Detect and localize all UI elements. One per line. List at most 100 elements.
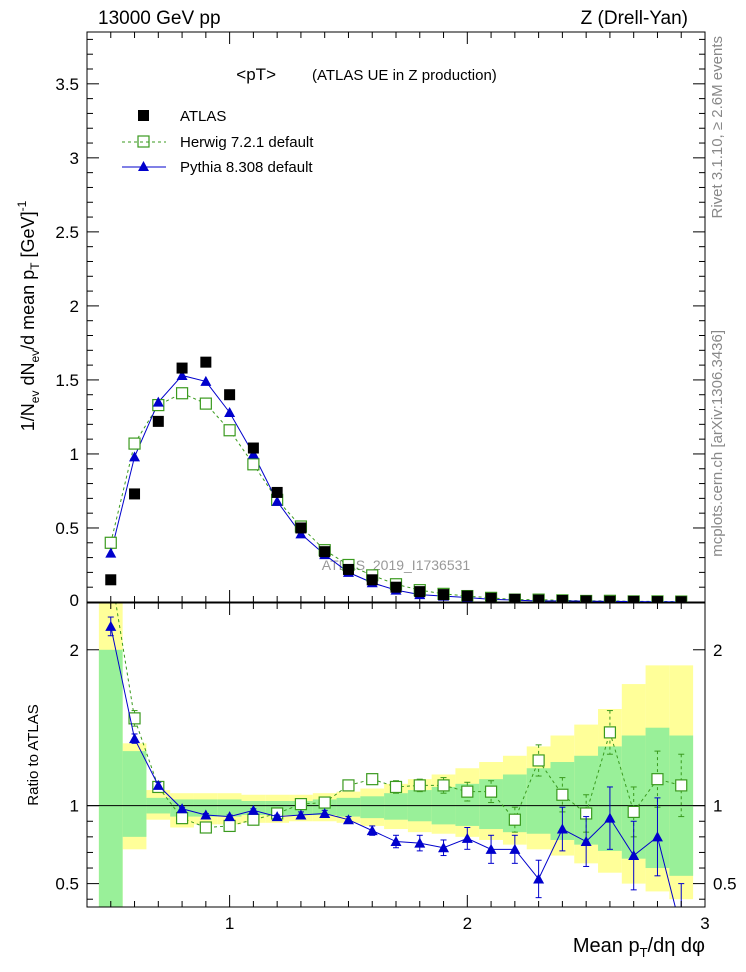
legend-label-herwig: Herwig 7.2.1 default bbox=[180, 134, 314, 151]
main-point-atlas bbox=[556, 595, 568, 602]
main-point-herwig bbox=[104, 536, 117, 549]
ratio-point-pythia bbox=[390, 836, 402, 847]
legend-label-pythia: Pythia 8.308 default bbox=[180, 159, 313, 176]
ratio-point-pythia bbox=[247, 804, 259, 815]
main-point-atlas bbox=[176, 362, 188, 374]
main-point-atlas bbox=[152, 415, 164, 427]
x-tick-label: 2 bbox=[463, 914, 472, 933]
main-point-atlas bbox=[342, 563, 354, 575]
main-point-pythia bbox=[224, 406, 236, 417]
band-green bbox=[217, 799, 242, 817]
main-point-herwig bbox=[175, 387, 189, 400]
ratio-point-herwig bbox=[627, 805, 640, 819]
ratio-point-herwig bbox=[389, 780, 403, 794]
ratio-y-tick-label-right: 2 bbox=[713, 641, 722, 660]
main-point-atlas bbox=[651, 596, 663, 602]
ratio-point-herwig bbox=[128, 712, 141, 725]
ratio-point-pythia bbox=[651, 831, 663, 842]
main-y-tick-label: 2 bbox=[70, 297, 79, 316]
ratio-point-pythia bbox=[271, 811, 283, 822]
main-series-group bbox=[104, 356, 688, 602]
main-point-atlas bbox=[271, 486, 283, 498]
ratio-point-pythia bbox=[342, 814, 354, 825]
main-point-atlas bbox=[129, 488, 141, 500]
main-point-herwig bbox=[199, 397, 212, 410]
main-point-atlas bbox=[461, 590, 473, 602]
ratio-point-herwig bbox=[651, 773, 664, 786]
ratio-point-herwig bbox=[484, 785, 498, 798]
ratio-point-pythia bbox=[461, 832, 473, 843]
main-point-pythia bbox=[105, 547, 117, 558]
ratio-point-herwig bbox=[413, 779, 426, 792]
main-point-herwig bbox=[247, 458, 260, 471]
main-point-pythia bbox=[176, 369, 188, 380]
ratio-point-herwig bbox=[461, 785, 474, 798]
main-y-tick-label: 1 bbox=[70, 445, 79, 464]
main-point-atlas bbox=[604, 595, 616, 602]
main-y-tick-label: 3 bbox=[70, 149, 79, 168]
ratio-point-pythia bbox=[438, 842, 450, 853]
main-point-pythia bbox=[271, 495, 283, 506]
ratio-point-pythia bbox=[556, 823, 568, 834]
ratio-x-axis: 1 2 3 bbox=[110, 603, 710, 933]
main-point-atlas bbox=[533, 594, 545, 602]
main-y-tick-label: 2.5 bbox=[55, 223, 79, 242]
ratio-y-tick-label: 2 bbox=[70, 641, 79, 660]
ratio-point-pythia bbox=[509, 843, 521, 854]
main-point-atlas bbox=[509, 593, 521, 602]
legend-marker-pythia bbox=[138, 161, 149, 171]
rivet-label: Rivet 3.1.10, ≥ 2.6M events bbox=[709, 36, 726, 219]
ratio-y-tick-label-right: 0.5 bbox=[713, 875, 737, 894]
ratio-point-pythia bbox=[366, 825, 378, 836]
main-point-pythia bbox=[152, 396, 164, 407]
main-point-atlas bbox=[105, 574, 117, 586]
main-y-label: 1/Nev dNev/d mean pT [GeV]-1 bbox=[15, 200, 42, 431]
main-point-atlas bbox=[485, 592, 497, 602]
main-y-axis: 0.5 1 1.5 2 2.5 3 3.5 0 bbox=[55, 38, 705, 610]
ratio-point-herwig bbox=[294, 798, 308, 811]
main-point-atlas bbox=[200, 356, 212, 368]
band-green bbox=[122, 751, 147, 837]
main-y-tick-label-zero: 0 bbox=[70, 591, 79, 610]
band-green bbox=[193, 799, 218, 817]
main-subtitle: (ATLAS UE in Z production) bbox=[312, 67, 497, 84]
ratio-point-pythia bbox=[176, 803, 188, 814]
x-axis-label: Mean pT/dη dφ bbox=[573, 935, 705, 960]
main-point-atlas bbox=[224, 389, 236, 401]
main-panel: <pT> (ATLAS UE in Z production) ATLAS_20… bbox=[15, 31, 706, 610]
main-point-atlas bbox=[438, 589, 450, 601]
main-point-atlas bbox=[414, 586, 426, 598]
main-y-tick-label: 0.5 bbox=[55, 519, 79, 538]
ratio-point-pythia bbox=[485, 843, 497, 854]
ratio-point-herwig bbox=[318, 796, 331, 809]
ratio-y-tick-label: 1 bbox=[70, 797, 79, 816]
ratio-y-tick-label-right: 1 bbox=[713, 797, 722, 816]
main-y-tick-label: 1.5 bbox=[55, 371, 79, 390]
ratio-point-herwig bbox=[437, 779, 450, 792]
ratio-point-herwig bbox=[675, 779, 688, 792]
main-point-atlas bbox=[319, 546, 331, 558]
main-point-herwig bbox=[128, 437, 141, 450]
ratio-point-pythia bbox=[129, 733, 141, 744]
ratio-y-tick-label: 0.5 bbox=[55, 875, 79, 894]
main-point-atlas bbox=[580, 595, 592, 602]
ratio-y-label: Ratio to ATLAS bbox=[25, 704, 42, 805]
ratio-bands bbox=[98, 603, 694, 907]
main-point-atlas bbox=[366, 574, 378, 586]
ratio-point-pythia bbox=[604, 812, 616, 823]
band-green bbox=[550, 762, 575, 840]
ratio-point-pythia bbox=[580, 836, 592, 847]
ratio-point-pythia bbox=[676, 925, 687, 935]
ratio-point-pythia bbox=[628, 850, 640, 861]
ratio-point-pythia bbox=[200, 809, 212, 820]
ratio-point-pythia bbox=[319, 807, 331, 818]
ratio-point-pythia bbox=[224, 811, 236, 822]
ratio-point-herwig bbox=[508, 813, 521, 826]
legend: ATLAS Herwig 7.2.1 default Pythia 8.308 … bbox=[122, 108, 314, 176]
ratio-point-pythia bbox=[533, 873, 545, 884]
main-title: <pT> bbox=[236, 65, 276, 84]
ratio-point-herwig bbox=[175, 812, 189, 825]
band-green bbox=[336, 797, 361, 817]
legend-marker-herwig bbox=[137, 135, 150, 148]
